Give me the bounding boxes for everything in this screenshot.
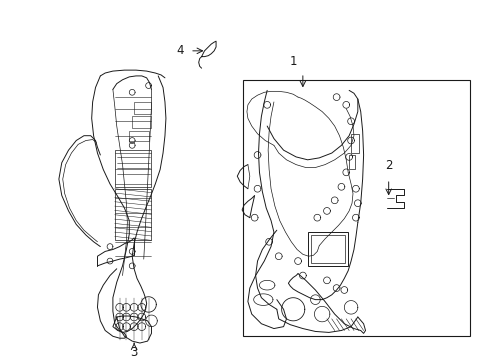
Bar <box>349 155 355 170</box>
Text: 2: 2 <box>385 159 392 172</box>
Bar <box>115 150 151 187</box>
Bar <box>132 116 151 128</box>
Bar <box>308 232 348 266</box>
Text: 3: 3 <box>130 346 138 359</box>
Text: 1: 1 <box>290 55 297 68</box>
Bar <box>351 134 359 153</box>
Bar <box>115 189 151 240</box>
Bar <box>134 102 151 113</box>
Bar <box>311 235 345 263</box>
Bar <box>243 80 470 336</box>
Text: 4: 4 <box>177 44 184 57</box>
Bar <box>129 131 148 140</box>
